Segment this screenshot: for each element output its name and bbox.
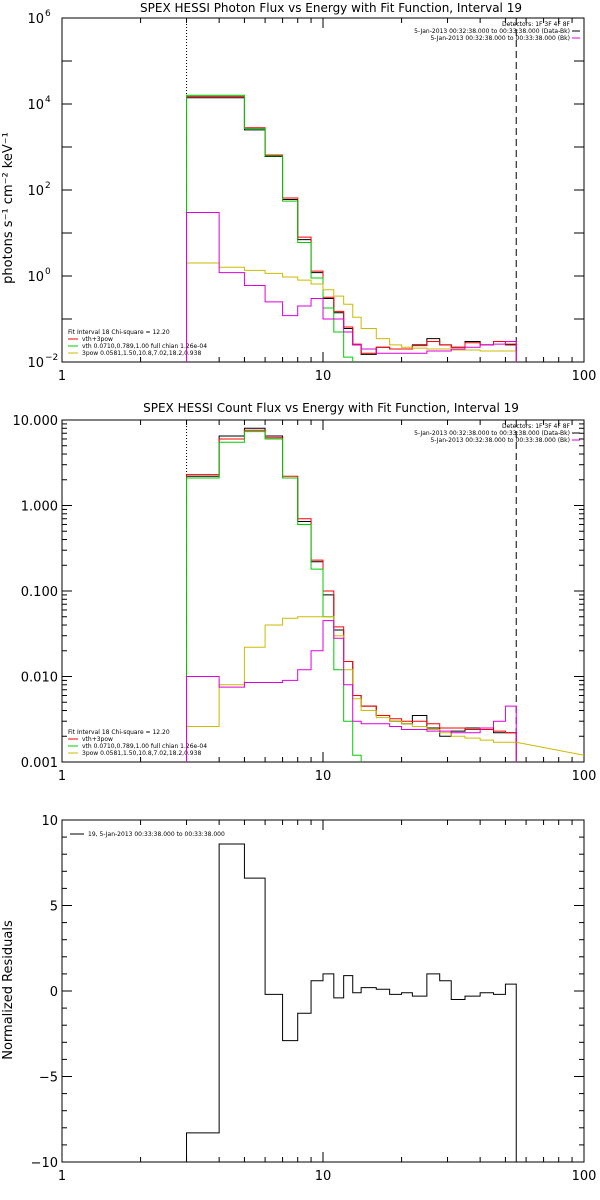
count-flux-y-tick-label: 10.000: [13, 414, 59, 429]
photon-flux-y-tick-label: 10: [27, 98, 44, 113]
photon-flux-y-tick-label: 10: [27, 356, 44, 371]
residuals-y-axis-label: Normalized Residuals: [1, 920, 16, 1060]
count-flux-plot-area: [186, 420, 584, 762]
photon-flux-y-tick-exponent: −2: [45, 353, 58, 363]
photon-flux-series-2: [186, 94, 362, 362]
photon-flux-fit-info: Fit Interval 18 Chi-square = 12.20: [68, 329, 170, 336]
photon-flux-y-tick-exponent: 2: [45, 181, 51, 191]
count-flux-legend-label: vth 0.0710,0.789,1.00 full chian 1.26e-0…: [82, 743, 207, 750]
count-flux-y-tick-label: 0.010: [21, 671, 58, 686]
count-flux-title: SPEX HESSI Count Flux vs Energy with Fit…: [143, 401, 519, 415]
photon-flux-legend-label: vth 0.0710,0.789,1.00 full chian 1.26e-0…: [82, 343, 207, 350]
count-flux-panel: SPEX HESSI Count Flux vs Energy with Fit…: [13, 401, 597, 784]
count-flux-y-tick-label: 0.100: [21, 585, 58, 600]
residuals-y-tick-label: 10: [41, 814, 58, 829]
residuals-series-0: [186, 843, 517, 1162]
residuals-x-tick-label: 100: [572, 1169, 597, 1184]
photon-flux-info-text: 5-Jan-2013 00:32:38.000 to 00:33:38.000 …: [414, 28, 570, 35]
count-flux-x-tick-label: 1: [58, 769, 66, 784]
residuals-legend-label: 19, 5-Jan-2013 00:33:38.000 to 00:33:38.…: [88, 831, 225, 838]
photon-flux-y-tick-exponent: 6: [45, 9, 51, 19]
count-flux-series-3: [186, 616, 517, 762]
photon-flux-legend-label: vth+3pow: [82, 336, 113, 343]
residuals-plot-area: [186, 843, 517, 1162]
photon-flux-panel: SPEX HESSI Photon Flux vs Energy with Fi…: [1, 1, 596, 384]
photon-flux-series-4: [186, 211, 517, 362]
count-flux-y-tick-label: 1.000: [21, 500, 58, 515]
photon-flux-y-tick-label: 10: [27, 12, 44, 27]
count-flux-info-text: 5-Jan-2013 00:32:38.000 to 00:33:38.000 …: [414, 430, 570, 437]
count-flux-fit-info: Fit Interval 18 Chi-square = 12.20: [68, 729, 170, 736]
count-flux-x-tick-label: 100: [572, 769, 597, 784]
photon-flux-y-tick-exponent: 0: [45, 267, 51, 277]
photon-flux-y-tick-exponent: 4: [45, 95, 51, 105]
count-flux-y-tick-label: 0.001: [21, 756, 58, 771]
photon-flux-x-tick-label: 100: [572, 369, 597, 384]
residuals-x-tick-label: 1: [58, 1169, 66, 1184]
photon-flux-y-tick-label: 10: [27, 184, 44, 199]
photon-flux-x-tick-label: 1: [58, 369, 66, 384]
residuals-y-tick-label: 5: [50, 900, 58, 915]
count-flux-info-text: Detectors: 1F 3F 4F 8F: [502, 423, 571, 430]
photon-flux-legend-label: 3pow 0.0581,1.50,10.8,7.02,18.2,0.938: [82, 350, 201, 357]
count-flux-series-5: [516, 741, 584, 756]
count-flux-series-1: [186, 429, 517, 762]
count-flux-legend-label: vth+3pow: [82, 736, 113, 743]
photon-flux-y-tick-label: 10: [27, 270, 44, 285]
residuals-panel: Normalized Residuals 19, 5-Jan-2013 00:3…: [1, 814, 596, 1184]
residuals-x-tick-label: 10: [315, 1169, 332, 1184]
residuals-y-tick-label: −5: [39, 1071, 58, 1086]
residuals-y-tick-label: 0: [50, 985, 58, 1000]
count-flux-series-2: [186, 431, 362, 762]
photon-flux-y-axis-label: photons s⁻¹ cm⁻² keV⁻¹: [1, 132, 16, 284]
photon-flux-info-text: Detectors: 1F 3F 4F 8F: [502, 21, 571, 28]
photon-flux-plot-area: [186, 18, 517, 362]
residuals-legend: 19, 5-Jan-2013 00:33:38.000 to 00:33:38.…: [70, 831, 225, 838]
count-flux-x-tick-label: 10: [315, 769, 332, 784]
residuals-y-tick-label: −10: [31, 1156, 58, 1171]
photon-flux-x-tick-label: 10: [315, 369, 332, 384]
photon-flux-info-text: 5-Jan-2013 00:32:38.000 to 00:33:38.000 …: [430, 35, 570, 42]
count-flux-legend-label: 3pow 0.0581,1.50,10.8,7.02,18.2,0.938: [82, 750, 201, 757]
count-flux-info-text: 5-Jan-2013 00:32:38.000 to 00:33:38.000 …: [430, 437, 570, 444]
count-flux-series-4: [186, 620, 517, 762]
photon-flux-title: SPEX HESSI Photon Flux vs Energy with Fi…: [140, 1, 522, 15]
